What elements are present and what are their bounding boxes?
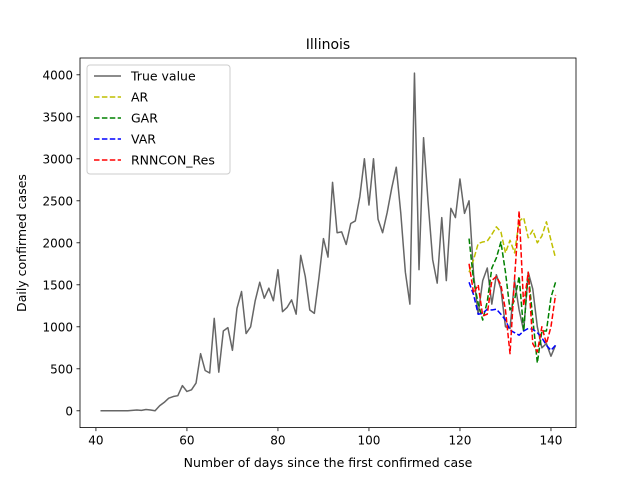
legend-box	[86, 64, 231, 175]
legend-label-0: True value	[130, 69, 196, 84]
x-tick-label: 40	[88, 434, 103, 448]
x-tick-label: 120	[449, 434, 472, 448]
chart-title: Illinois	[306, 37, 350, 53]
x-tick-label: 100	[358, 434, 381, 448]
legend-label-1: AR	[131, 90, 149, 105]
y-axis: 0 500 1000 1500 2000 2500 3000 3500 4000	[42, 68, 80, 418]
y-tick-label: 3500	[42, 110, 73, 124]
x-axis-label: Number of days since the first confirmed…	[184, 455, 473, 470]
series-line-0	[100, 72, 557, 412]
y-tick-label: 0	[65, 404, 73, 418]
legend-label-3: VAR	[131, 132, 156, 147]
y-tick-label: 2500	[42, 194, 73, 208]
y-tick-label: 4000	[42, 68, 73, 82]
x-axis: 40 60 80 100 120 140	[88, 427, 563, 448]
y-axis-label: Daily confirmed cases	[14, 174, 29, 312]
series-layer	[100, 72, 557, 412]
legend: True value AR GAR VAR RNNCON_Res	[86, 64, 231, 175]
x-tick-label: 140	[540, 434, 563, 448]
series-line-3	[468, 282, 557, 352]
y-tick-label: 2000	[42, 236, 73, 250]
y-tick-label: 1500	[42, 278, 73, 292]
legend-label-2: GAR	[131, 111, 158, 126]
y-tick-label: 1000	[42, 320, 73, 334]
x-tick-label: 60	[179, 434, 194, 448]
legend-label-4: RNNCON_Res	[131, 153, 215, 168]
x-tick-label: 80	[270, 434, 285, 448]
series-line-4	[468, 210, 557, 355]
y-tick-label: 500	[50, 362, 73, 376]
y-tick-label: 3000	[42, 152, 73, 166]
series-line-1	[468, 216, 557, 273]
